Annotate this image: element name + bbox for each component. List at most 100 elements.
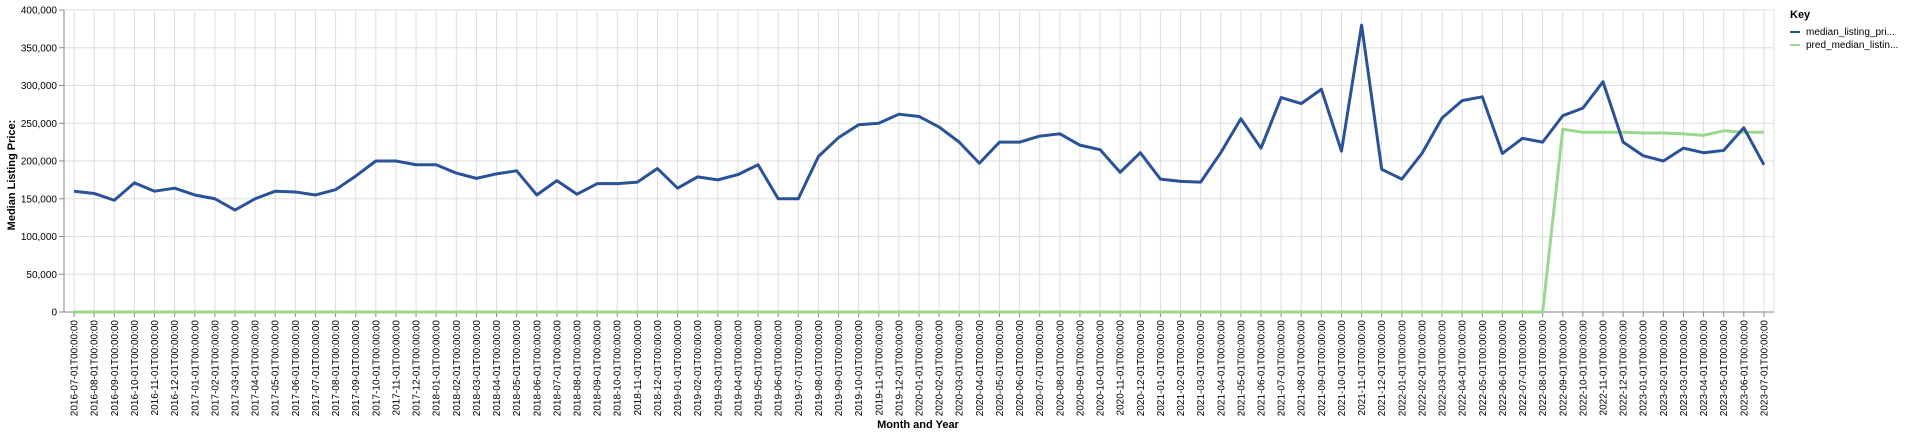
x-tick-label: 2020-12-01T00:00:00 <box>1136 320 1147 417</box>
x-tick-label: 2021-11-01T00:00:00 <box>1357 320 1368 416</box>
x-tick-label: 2020-10-01T00:00:00 <box>1096 320 1107 417</box>
x-tick-label: 2019-01-01T00:00:00 <box>673 320 684 417</box>
x-tick-label: 2021-09-01T00:00:00 <box>1317 320 1328 417</box>
x-tick-label: 2021-05-01T00:00:00 <box>1236 320 1247 417</box>
x-tick-label: 2022-08-01T00:00:00 <box>1538 320 1549 417</box>
x-tick-label: 2022-06-01T00:00:00 <box>1498 320 1509 417</box>
x-tick-label: 2018-10-01T00:00:00 <box>613 320 624 417</box>
x-tick-label: 2020-01-01T00:00:00 <box>915 320 926 417</box>
x-tick-label: 2020-09-01T00:00:00 <box>1075 320 1086 417</box>
x-tick-label: 2017-10-01T00:00:00 <box>371 320 382 417</box>
legend-label-pred: pred_median_listin... <box>1806 40 1898 51</box>
legend-label-median: median_listing_pri... <box>1806 27 1895 38</box>
x-tick-label: 2020-06-01T00:00:00 <box>1015 320 1026 417</box>
x-tick-label: 2023-06-01T00:00:00 <box>1739 320 1750 417</box>
x-tick-label: 2017-05-01T00:00:00 <box>271 320 282 417</box>
x-tick-label: 2019-11-01T00:00:00 <box>874 320 885 416</box>
y-tick-label: 0 <box>51 308 57 319</box>
x-tick-label: 2020-11-01T00:00:00 <box>1116 320 1127 416</box>
x-tick-label: 2021-07-01T00:00:00 <box>1277 320 1288 417</box>
x-tick-label: 2019-07-01T00:00:00 <box>794 320 805 417</box>
x-tick-label: 2022-07-01T00:00:00 <box>1518 320 1529 417</box>
x-tick-label: 2018-09-01T00:00:00 <box>593 320 604 417</box>
x-tick-label: 2017-07-01T00:00:00 <box>311 320 322 417</box>
x-tick-label: 2017-11-01T00:00:00 <box>391 320 402 416</box>
x-tick-label: 2018-04-01T00:00:00 <box>492 320 503 417</box>
x-tick-label: 2018-02-01T00:00:00 <box>452 320 463 417</box>
x-tick-label: 2020-05-01T00:00:00 <box>995 320 1006 417</box>
y-tick-label: 150,000 <box>21 194 58 205</box>
y-axis: 0 50,000 100,000 150,000 200,000 250,000 300,0… <box>21 6 65 319</box>
x-tick-label: 2018-05-01T00:00:00 <box>512 320 523 417</box>
x-tick-label: 2017-08-01T00:00:00 <box>331 320 342 417</box>
x-tick-label: 2021-01-01T00:00:00 <box>1156 320 1167 417</box>
x-tick-label: 2016-10-01T00:00:00 <box>130 320 141 417</box>
series-line-pred-median-listing-price <box>74 127 1764 314</box>
x-tick-label: 2021-03-01T00:00:00 <box>1196 320 1207 417</box>
y-tick-label: 100,000 <box>21 232 58 243</box>
x-tick-label: 2019-05-01T00:00:00 <box>754 320 765 417</box>
x-tick-label: 2022-02-01T00:00:00 <box>1417 320 1428 417</box>
x-tick-label: 2022-12-01T00:00:00 <box>1619 320 1630 417</box>
x-tick-label: 2022-04-01T00:00:00 <box>1458 320 1469 417</box>
x-tick-label: 2018-11-01T00:00:00 <box>633 320 644 416</box>
y-tick-label: 400,000 <box>21 6 58 17</box>
x-axis-title: Month and Year <box>877 419 959 431</box>
x-tick-label: 2021-06-01T00:00:00 <box>1257 320 1268 417</box>
x-tick-label: 2016-07-01T00:00:00 <box>70 320 81 417</box>
x-tick-label: 2019-10-01T00:00:00 <box>854 320 865 417</box>
x-tick-label: 2019-08-01T00:00:00 <box>814 320 825 417</box>
y-tick-label: 200,000 <box>21 157 58 168</box>
x-axis: 2016-07-01T00:00:00 2016-08-01T00:00:00 20… <box>64 311 1774 417</box>
series-line-median-listing-price <box>73 23 1766 212</box>
legend: Key median_listing_pri... pred_median_li… <box>1790 9 1898 51</box>
x-tick-label: 2022-01-01T00:00:00 <box>1397 320 1408 417</box>
x-tick-label: 2021-08-01T00:00:00 <box>1297 320 1308 417</box>
x-tick-label: 2022-09-01T00:00:00 <box>1558 320 1569 417</box>
x-tick-label: 2023-01-01T00:00:00 <box>1639 320 1650 417</box>
x-tick-label: 2020-04-01T00:00:00 <box>975 320 986 417</box>
x-tick-label: 2020-02-01T00:00:00 <box>935 320 946 417</box>
x-tick-label: 2022-10-01T00:00:00 <box>1578 320 1589 417</box>
y-tick-label: 300,000 <box>21 81 58 92</box>
x-tick-label: 2019-04-01T00:00:00 <box>733 320 744 417</box>
grid-lines <box>63 9 1775 313</box>
series-layer <box>73 23 1766 314</box>
x-tick-label: 2022-05-01T00:00:00 <box>1478 320 1489 417</box>
x-tick-label: 2017-09-01T00:00:00 <box>351 320 362 417</box>
x-tick-label: 2018-07-01T00:00:00 <box>552 320 563 417</box>
x-tick-label: 2020-08-01T00:00:00 <box>1055 320 1066 417</box>
x-tick-label: 2018-06-01T00:00:00 <box>532 320 543 417</box>
x-tick-label: 2021-12-01T00:00:00 <box>1377 320 1388 417</box>
x-tick-label: 2023-02-01T00:00:00 <box>1659 320 1670 417</box>
x-tick-label: 2019-09-01T00:00:00 <box>834 320 845 417</box>
x-tick-label: 2020-07-01T00:00:00 <box>1035 320 1046 417</box>
x-tick-label: 2019-02-01T00:00:00 <box>693 320 704 417</box>
x-tick-label: 2017-02-01T00:00:00 <box>210 320 221 417</box>
x-tick-label: 2022-11-01T00:00:00 <box>1599 320 1610 416</box>
x-tick-label: 2017-03-01T00:00:00 <box>231 320 242 417</box>
x-tick-label: 2016-09-01T00:00:00 <box>110 320 121 417</box>
x-tick-label: 2019-06-01T00:00:00 <box>774 320 785 417</box>
x-tick-label: 2018-03-01T00:00:00 <box>472 320 483 417</box>
x-tick-label: 2023-05-01T00:00:00 <box>1719 320 1730 417</box>
x-tick-label: 2021-02-01T00:00:00 <box>1176 320 1187 417</box>
x-tick-label: 2023-07-01T00:00:00 <box>1759 320 1770 417</box>
y-tick-label: 250,000 <box>21 119 58 130</box>
y-tick-label: 350,000 <box>21 43 58 54</box>
x-tick-label: 2017-12-01T00:00:00 <box>412 320 423 417</box>
x-tick-label: 2020-03-01T00:00:00 <box>955 320 966 417</box>
x-tick-label: 2022-03-01T00:00:00 <box>1438 320 1449 417</box>
y-axis-title: Median Listing Price: <box>6 120 18 231</box>
x-tick-label: 2018-08-01T00:00:00 <box>573 320 584 417</box>
x-tick-label: 2016-08-01T00:00:00 <box>90 320 101 417</box>
x-tick-label: 2019-03-01T00:00:00 <box>713 320 724 417</box>
x-tick-label: 2017-01-01T00:00:00 <box>190 320 201 417</box>
x-tick-label: 2019-12-01T00:00:00 <box>894 320 905 417</box>
x-tick-label: 2023-04-01T00:00:00 <box>1699 320 1710 417</box>
legend-title: Key <box>1790 9 1811 21</box>
x-tick-label: 2021-04-01T00:00:00 <box>1216 320 1227 417</box>
y-tick-label: 50,000 <box>26 270 57 281</box>
x-tick-label: 2016-12-01T00:00:00 <box>170 320 181 417</box>
